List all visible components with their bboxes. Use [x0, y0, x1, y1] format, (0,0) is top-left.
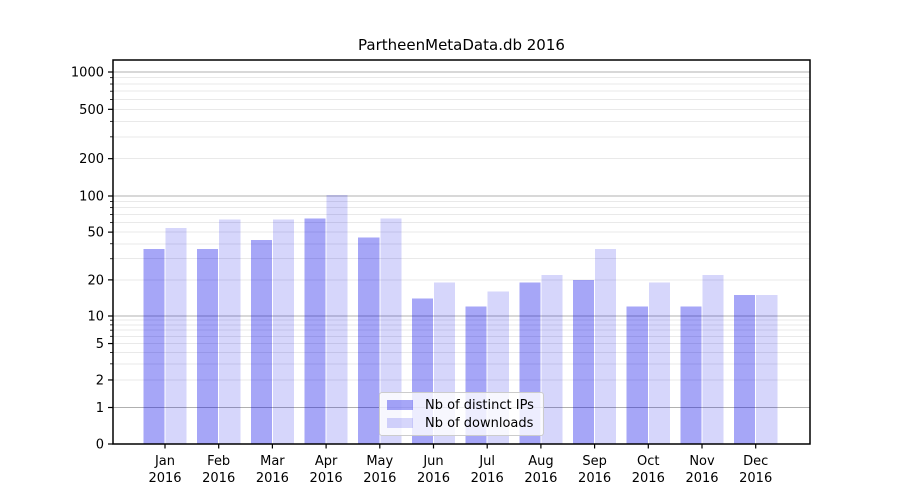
bar: [541, 274, 563, 444]
y-tick-label: 1000: [71, 66, 104, 81]
bar: [250, 239, 272, 444]
x-tick-label-month: Dec: [743, 454, 768, 469]
y-tick-label: 100: [79, 190, 104, 205]
y-axis: 0 1 2 5 10 20 50 100 200 500 1000: [71, 66, 113, 453]
bar: [143, 249, 165, 444]
x-tick-label-year: 2016: [524, 471, 557, 486]
bar: [573, 279, 595, 444]
legend-item-distinct-ips: Nb of distinct IPs: [380, 397, 543, 413]
x-tick-label-year: 2016: [363, 471, 396, 486]
x-tick-label-year: 2016: [739, 471, 772, 486]
bar: [358, 237, 380, 444]
bar: [595, 249, 617, 444]
bar: [648, 282, 670, 444]
bar: [626, 306, 648, 444]
x-tick-label-month: Feb: [207, 454, 230, 469]
x-tick-label-month: Jul: [478, 454, 495, 469]
x-tick-label-month: Nov: [689, 454, 715, 469]
bar: [219, 219, 241, 444]
x-tick-label-year: 2016: [148, 471, 181, 486]
bar: [756, 294, 778, 444]
chart-title: PartheenMetaData.db 2016: [358, 36, 565, 54]
bar: [702, 274, 724, 444]
plot-frame: [112, 59, 811, 445]
bar: [197, 249, 219, 444]
y-tick-label: 2: [96, 373, 104, 388]
x-tick-label-month: Sep: [582, 454, 607, 469]
x-tick-label-month: Aug: [528, 454, 553, 469]
x-tick-label-year: 2016: [256, 471, 289, 486]
y-tick-label: 10: [87, 310, 104, 325]
bar: [304, 218, 326, 444]
x-tick-label-year: 2016: [417, 471, 450, 486]
bar: [272, 219, 294, 444]
bar: [380, 218, 402, 444]
bar: [326, 194, 348, 444]
x-tick-label-month: Oct: [637, 454, 659, 469]
bar: [680, 306, 702, 444]
y-tick-label: 200: [79, 152, 104, 167]
bar: [734, 294, 756, 444]
x-tick-label-month: Mar: [260, 454, 285, 469]
x-tick-label-month: May: [366, 454, 393, 469]
x-tick-label-year: 2016: [310, 471, 343, 486]
x-tick-label-month: Jun: [422, 454, 443, 469]
y-tick-label: 50: [87, 226, 104, 241]
x-tick-label-month: Jan: [154, 454, 175, 469]
x-tick-label-year: 2016: [471, 471, 504, 486]
bar: [165, 228, 187, 444]
x-tick-label-year: 2016: [578, 471, 611, 486]
gridlines: [113, 71, 810, 408]
legend-swatch-distinct-ips: [387, 400, 413, 410]
legend-swatch-downloads: [387, 418, 413, 428]
legend-item-downloads: Nb of downloads: [380, 415, 543, 431]
x-axis: Jan 2016 Feb 2016 Mar 2016 Apr 2016 May 2016 Jun 20…: [148, 444, 772, 486]
y-tick-label: 0: [96, 438, 104, 453]
x-tick-label-year: 2016: [632, 471, 665, 486]
y-tick-label: 5: [96, 337, 104, 352]
legend-label-downloads: Nb of downloads: [425, 415, 534, 431]
legend-label-distinct-ips: Nb of distinct IPs: [425, 397, 534, 413]
x-tick-label-month: Apr: [315, 454, 338, 469]
x-tick-label-year: 2016: [685, 471, 718, 486]
y-tick-label: 500: [79, 103, 104, 118]
y-tick-label: 20: [87, 273, 104, 288]
legend: Nb of distinct IPs Nb of downloads: [379, 392, 544, 436]
y-tick-label: 1: [96, 401, 104, 416]
x-tick-label-year: 2016: [202, 471, 235, 486]
